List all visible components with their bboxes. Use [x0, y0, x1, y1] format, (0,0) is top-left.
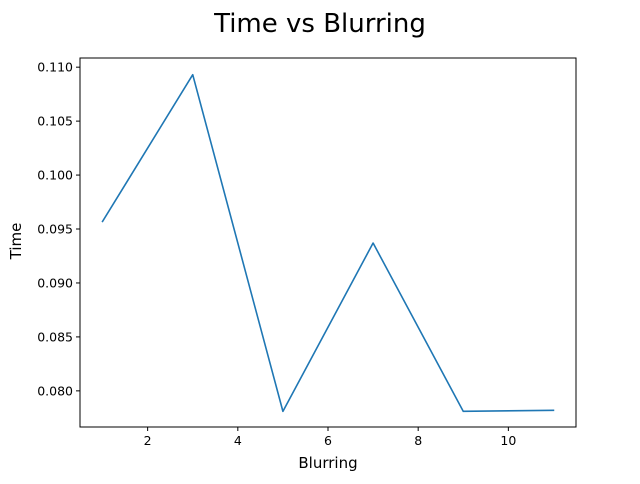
x-tick-label: 2: [144, 433, 152, 448]
x-axis-ticks: 2 4 6 8 10: [144, 427, 516, 448]
x-tick-label: 8: [414, 433, 422, 448]
plot-frame: [79, 57, 577, 428]
x-axis-label: Blurring: [298, 454, 357, 472]
y-axis-label: Time: [7, 223, 25, 261]
y-axis-ticks: 0.080 0.085 0.090 0.095 0.100 0.105 0.110: [37, 60, 80, 398]
y-tick-label: 0.095: [37, 222, 73, 237]
y-tick-label: 0.080: [37, 383, 73, 398]
x-tick-label: 10: [500, 433, 516, 448]
y-tick-label: 0.100: [37, 168, 73, 183]
plot-area: [79, 57, 577, 428]
y-tick-label: 0.090: [37, 275, 73, 290]
y-tick-label: 0.105: [37, 114, 73, 129]
x-tick-label: 6: [324, 433, 332, 448]
y-tick-label: 0.085: [37, 329, 73, 344]
y-tick-label: 0.110: [37, 60, 73, 75]
x-tick-label: 4: [234, 433, 242, 448]
series-line-0: [101, 73, 555, 413]
chart-title: Time vs Blurring: [213, 9, 426, 39]
